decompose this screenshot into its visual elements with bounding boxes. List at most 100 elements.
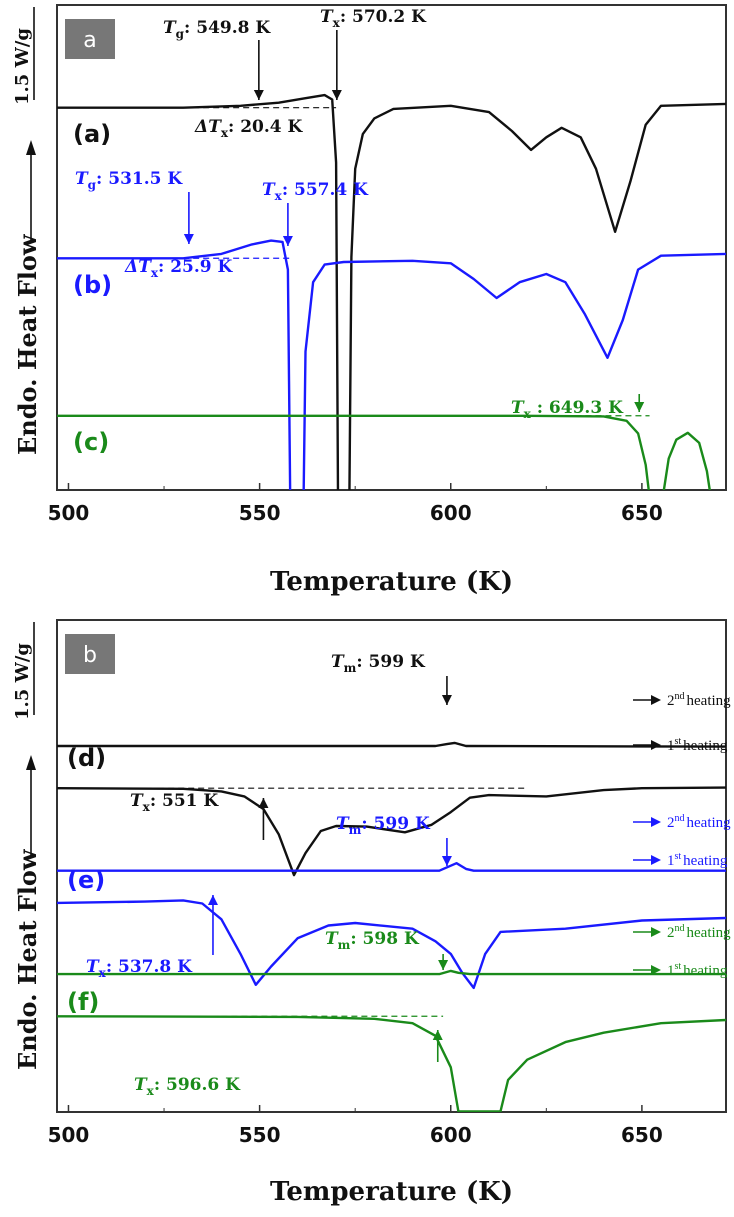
x-tick-label: 550 bbox=[239, 1123, 281, 1147]
panel-badge-label: b bbox=[83, 643, 97, 668]
annotation-label: Tm: 599 K bbox=[331, 652, 426, 675]
right-arrow-icon bbox=[651, 965, 661, 975]
heating-label: 2nd heating bbox=[667, 813, 731, 831]
heating-label: 2nd heating bbox=[667, 923, 731, 941]
right-arrow-icon bbox=[651, 855, 661, 865]
annotation-symbol: T bbox=[75, 169, 89, 189]
annotation-value: : 599 K bbox=[356, 652, 426, 672]
annotation-value: : 570.2 K bbox=[340, 7, 427, 27]
annotation-label: Tx: 537.8 K bbox=[86, 957, 193, 980]
curve-label: (e) bbox=[67, 866, 105, 894]
heating-superscript: st bbox=[675, 961, 682, 972]
annotation-subscript: x bbox=[151, 266, 159, 280]
arrow-head-icon bbox=[441, 695, 452, 705]
heating-label: 1st heating bbox=[667, 961, 728, 979]
heating-text: heating bbox=[687, 925, 732, 941]
x-tick-label: 500 bbox=[48, 1123, 90, 1147]
arrow-head-icon bbox=[183, 234, 194, 244]
heating-text: heating bbox=[687, 815, 732, 831]
curve-label: (f) bbox=[67, 988, 99, 1016]
annotation-label: Tx: 596.6 K bbox=[134, 1075, 241, 1098]
x-tick-label: 650 bbox=[621, 1123, 663, 1147]
y-axis-arrowhead-icon bbox=[26, 140, 36, 155]
annotation-value: : 596.6 K bbox=[154, 1075, 241, 1095]
annotation-symbol: T bbox=[134, 1075, 148, 1095]
annotation-label: Tm: 598 K bbox=[325, 929, 420, 952]
annotation-symbol: T bbox=[336, 814, 350, 834]
annotation-subscript: g bbox=[88, 178, 97, 192]
y-axis-label: Endo. Heat Flow bbox=[13, 233, 42, 455]
annotation-label: ΔTx: 25.9 K bbox=[124, 257, 234, 280]
heating-ordinal: 1 bbox=[667, 963, 675, 979]
annotation-symbol: T bbox=[262, 180, 276, 200]
heating-label: 2nd heating bbox=[667, 691, 731, 709]
annotation-value: : 649.3 K bbox=[531, 398, 624, 418]
heating-text: heating bbox=[683, 738, 728, 754]
annotation-subscript: x bbox=[99, 966, 107, 980]
series-line bbox=[57, 414, 711, 490]
heating-ordinal: 2 bbox=[667, 815, 675, 831]
series-line bbox=[57, 969, 726, 976]
annotation-label: Tg: 549.8 K bbox=[163, 18, 271, 41]
heating-label: 1st heating bbox=[667, 736, 728, 754]
heating-superscript: st bbox=[675, 851, 682, 862]
panel-badge bbox=[65, 19, 115, 59]
curve-label: (d) bbox=[67, 744, 106, 772]
arrow-head-icon bbox=[282, 236, 293, 246]
x-axis-label: Temperature (K) bbox=[270, 567, 513, 597]
heating-ordinal: 1 bbox=[667, 853, 675, 869]
curve-label: (b) bbox=[73, 271, 112, 299]
scale-bar-label: 1.5 W/g bbox=[12, 28, 33, 105]
y-axis-arrowhead-icon bbox=[26, 755, 36, 770]
chart-panel-b: 500 550 600 650 Temperature (K) Endo. Heat Fl… bbox=[12, 619, 731, 1207]
annotation-label: Tx: 557.4 K bbox=[262, 180, 369, 203]
annotation-value: : 549.8 K bbox=[184, 18, 271, 38]
heating-superscript: nd bbox=[675, 691, 685, 702]
annotation-subscript: x bbox=[524, 407, 532, 421]
scale-bar-label: 1.5 W/g bbox=[12, 643, 33, 720]
annotation-symbol: T bbox=[163, 18, 177, 38]
arrow-head-icon bbox=[634, 402, 645, 412]
annotation-value: : 20.4 K bbox=[228, 117, 304, 137]
annotation-subscript: g bbox=[176, 27, 185, 41]
annotation-label: Tx: 570.2 K bbox=[320, 7, 427, 30]
plot-frame bbox=[56, 4, 727, 491]
annotation-subscript: m bbox=[344, 661, 357, 675]
series-line bbox=[57, 862, 726, 872]
right-arrow-icon bbox=[651, 927, 661, 937]
right-arrow-icon bbox=[651, 740, 661, 750]
series-line bbox=[57, 93, 726, 490]
x-axis-label: Temperature (K) bbox=[270, 1177, 513, 1207]
annotation-subscript: x bbox=[147, 1084, 155, 1098]
annotation-value: : 537.8 K bbox=[106, 957, 193, 977]
annotation-value: : 531.5 K bbox=[96, 169, 183, 189]
series-line bbox=[57, 239, 726, 490]
annotation-subscript: x bbox=[275, 189, 283, 203]
annotation-subscript: x bbox=[143, 800, 151, 814]
heating-text: heating bbox=[683, 853, 728, 869]
panel-badge-label: a bbox=[83, 28, 96, 53]
annotation-subscript: x bbox=[333, 16, 341, 30]
annotation-label: Tx: 551 K bbox=[130, 791, 219, 814]
annotation-symbol: T bbox=[325, 929, 339, 949]
arrow-head-icon bbox=[258, 798, 269, 808]
annotation-subscript: m bbox=[349, 823, 362, 837]
annotation-symbol: T bbox=[86, 957, 100, 977]
heating-superscript: st bbox=[675, 736, 682, 747]
annotation-value: : 599 K bbox=[361, 814, 431, 834]
x-tick-label: 550 bbox=[239, 501, 281, 525]
annotation-symbol: T bbox=[511, 398, 525, 418]
annotation-label: ΔTx: 20.4 K bbox=[194, 117, 304, 140]
arrow-head-icon bbox=[253, 90, 264, 100]
series-line bbox=[57, 786, 726, 877]
annotation-subscript: m bbox=[338, 938, 351, 952]
heating-ordinal: 2 bbox=[667, 693, 675, 709]
panel-badge bbox=[65, 634, 115, 674]
annotation-value: : 25.9 K bbox=[158, 257, 234, 277]
annotation-symbol: ΔT bbox=[124, 257, 152, 277]
annotation-subscript: x bbox=[221, 126, 229, 140]
series-line bbox=[57, 1015, 726, 1112]
heating-superscript: nd bbox=[675, 923, 685, 934]
series-line bbox=[57, 899, 726, 990]
